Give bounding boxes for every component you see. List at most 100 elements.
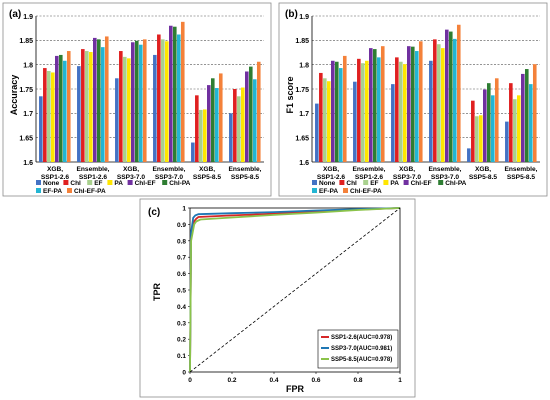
panel-a-ytick-label: 1.65	[19, 135, 33, 142]
panel-b-legend-label: Chl-EF-PA	[350, 188, 382, 195]
panel-b-bar-none	[505, 121, 509, 162]
panel-c-chance-line	[189, 207, 401, 373]
panel-b: (b) 1.61.651.71.751.81.851.9XGB,SSP1-2.6…	[278, 2, 548, 197]
panel-c-label: (c)	[148, 207, 160, 218]
panel-a-bar-pa	[51, 72, 55, 162]
panel-a-bar-chl-ef	[131, 42, 135, 162]
panel-a-bar-chl-ef-pa	[104, 36, 109, 162]
panel-c-xtick-label: 0.6	[311, 377, 320, 384]
panel-a-legend: None Chl EF PA Chl-EF Chl-PA EF-PA Chl-EF-PA	[36, 180, 191, 195]
panel-b-category-label: SSP5-8.5	[469, 174, 498, 181]
panel-b-category-label: SSP1-2.6	[355, 174, 384, 181]
panel-a-bar-chl-pa	[210, 78, 215, 162]
panel-b-legend-swatch	[312, 180, 317, 185]
panel-a-category-label: SSP1-2.6	[41, 174, 70, 181]
panel-a-legend-label: PA	[114, 180, 123, 187]
panel-a-legend-swatch	[63, 180, 69, 185]
panel-b-legend-label: Chl-EF	[411, 180, 432, 187]
panel-a-bar-none	[115, 78, 119, 162]
panel-b-bar-ef-pa	[338, 68, 343, 162]
panel-a-bar-ef-pa	[62, 60, 67, 163]
panel-a-ytick-label: 1.6	[23, 160, 33, 167]
panel-b-bar-pa	[327, 81, 331, 162]
panel-a-category-label: XGB,	[123, 166, 139, 173]
panel-a-bar-none	[39, 96, 43, 162]
panel-a-legend-label: EF-PA	[43, 188, 62, 195]
panel-b-category-label: Ensemble,	[429, 166, 462, 173]
panel-b-ytick-label: 1.75	[295, 87, 309, 94]
panel-b-ytick-label: 1.6	[299, 160, 309, 167]
panel-a-plot: 1.61.651.71.751.81.851.9XGB,SSP1-2.6Ense…	[19, 14, 264, 181]
panel-c-ytick-label: 0.2	[177, 337, 186, 344]
panel-c-ytick-label: 0.4	[177, 304, 186, 311]
panel-a-bar-ef	[199, 109, 203, 162]
panel-a-bar-ef-pa	[252, 79, 257, 162]
panel-a-ytick-label: 1.8	[23, 62, 33, 69]
panel-b-category-label: SSP3-7.0	[431, 174, 460, 181]
panel-b-bar-chl-pa	[524, 69, 529, 162]
panel-a-bar-pa	[89, 52, 93, 162]
panel-a-category-label: XGB,	[47, 166, 63, 173]
panel-b-bar-chl-pa	[448, 31, 453, 162]
panel-a-category-label: Ensemble,	[77, 166, 110, 173]
panel-a-bar-chl-pa	[134, 40, 139, 162]
panel-b-bar-none	[315, 103, 319, 162]
panel-b-ytick-label: 1.85	[295, 38, 309, 45]
panel-c: (c) 0 0.1 0.2 0.3 0.4 0.5 0.6 0.7 0.8 0.9 1 0 0.2 0.4…	[139, 198, 416, 398]
panel-a-bar-ef-pa	[138, 44, 143, 162]
panel-b-bar-pa	[479, 115, 483, 162]
panel-b-category-label: XGB,	[399, 166, 415, 173]
panel-a-bar-none	[191, 142, 195, 162]
panel-b-plot: 1.61.651.71.751.81.851.9XGB,SSP1-2.6Ense…	[295, 14, 540, 181]
panel-b-category-label: SSP3-7.0	[393, 174, 422, 181]
panel-b-bar-ef-pa	[376, 57, 381, 162]
panel-a-bar-chl-ef	[245, 71, 249, 162]
panel-b-legend-swatch	[312, 188, 317, 193]
panel-c-ytick-label: 0.3	[177, 320, 186, 327]
panel-a-bar-chl-ef	[207, 85, 211, 162]
panel-b-bar-ef	[361, 63, 365, 162]
panel-a-category-label: SSP3-7.0	[155, 174, 184, 181]
panel-b-bar-chl-pa	[486, 83, 491, 162]
panel-b-bar-chl-pa	[410, 46, 415, 162]
panel-a-legend-swatch	[36, 180, 41, 185]
panel-b-bar-chl-pa	[334, 61, 339, 162]
panel-b-legend-label: EF	[370, 180, 378, 187]
panel-a-bar-none	[229, 113, 233, 162]
panel-b-bar-chl	[509, 83, 513, 162]
panel-b-bar-chl	[395, 57, 399, 162]
panel-c-ytick-label: 0.6	[177, 271, 186, 278]
panel-b-legend-swatch	[403, 180, 409, 185]
panel-a-legend-swatch	[87, 180, 93, 185]
panel-a-category-label: SSP5-8.5	[231, 174, 260, 181]
panel-b-category-label: SSP5-8.5	[507, 174, 536, 181]
panel-a-ylabel: Accuracy	[9, 75, 19, 116]
panel-b-legend-swatch	[438, 180, 444, 185]
panel-c-legend-label: SSP3-7.0(AUC=0.981)	[331, 346, 392, 352]
panel-a-bar-ef-pa	[176, 34, 181, 162]
panel-a-legend-label: EF	[94, 180, 102, 187]
panel-a-ytick-label: 1.85	[19, 38, 33, 45]
panel-b-bar-chl-ef-pa	[380, 46, 385, 162]
panel-b-bar-pa	[403, 64, 407, 162]
panel-b-bar-pa	[441, 48, 445, 163]
panel-a-ytick-label: 1.7	[23, 111, 33, 118]
panel-b-category-label: XGB,	[323, 166, 339, 173]
panel-c-legend: SSP1-2.6(AUC=0.978) SSP3-7.0(AUC=0.981) SS…	[317, 329, 399, 369]
panel-a-label: (a)	[9, 9, 21, 20]
panel-a-bar-chl-ef-pa	[180, 21, 185, 163]
panel-a-ytick-label: 1.9	[23, 14, 33, 21]
panel-b-legend: None Chl EF PA Chl-EF Chl-PA EF-PA Chl-EF-PA	[312, 180, 467, 195]
panel-b-bar-ef-pa	[528, 84, 533, 162]
panel-b-bar-ef-pa	[414, 51, 419, 162]
panel-a-bar-chl	[119, 51, 123, 162]
panel-c-xlabel: FPR	[286, 384, 305, 394]
panel-b-bar-chl	[433, 39, 437, 162]
panel-a-bar-ef	[123, 56, 127, 162]
panel-c-ytick-label: 0.7	[177, 255, 186, 262]
panel-c-xtick-label: 0.8	[353, 377, 362, 384]
panel-b-ytick-label: 1.9	[299, 14, 309, 21]
panel-a-category-label: XGB,	[199, 166, 215, 173]
panel-b-legend-swatch	[339, 180, 345, 185]
panel-b-ytick-label: 1.65	[295, 135, 309, 142]
